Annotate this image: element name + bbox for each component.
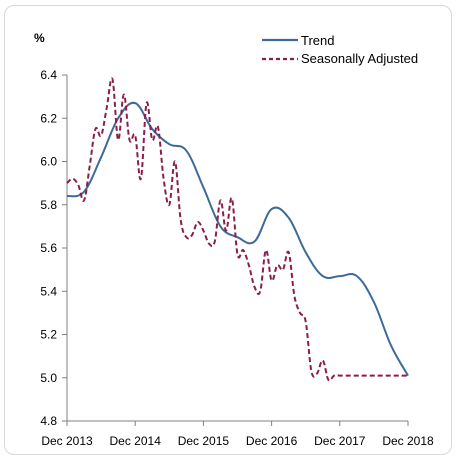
y-tick-label: 5.4 (40, 284, 57, 298)
x-tick-label: Dec 2014 (110, 434, 162, 448)
chart-frame (4, 5, 452, 455)
y-tick-label: 5.0 (40, 371, 57, 385)
x-tick-label: Dec 2018 (382, 434, 434, 448)
x-tick-label: Dec 2015 (178, 434, 230, 448)
legend: Trend Seasonally Adjusted (262, 33, 418, 66)
y-tick-label: 6.2 (40, 111, 57, 125)
y-tick-label: 4.8 (40, 414, 57, 428)
y-tick-label: 5.8 (40, 198, 57, 212)
series-line-seasonally-adjusted (66, 77, 409, 382)
series-line-trend (66, 101, 409, 377)
y-tick-label: 6.4 (40, 68, 57, 82)
series-lines (66, 77, 409, 382)
x-tick-label: Dec 2016 (246, 434, 298, 448)
y-tick-label: 5.6 (40, 241, 57, 255)
legend-label-seasonally-adjusted: Seasonally Adjusted (301, 51, 418, 66)
x-tick-label: Dec 2013 (41, 434, 93, 448)
axes: 4.8 5.0 5.2 5.4 5.6 5.8 6.0 6.2 6.4 Dec 2013 Dec 2… (40, 68, 434, 448)
y-axis-unit-label: % (34, 31, 45, 45)
y-tick-label: 5.2 (40, 328, 57, 342)
y-tick-label: 6.0 (40, 155, 57, 169)
legend-label-trend: Trend (301, 33, 334, 48)
x-tick-label: Dec 2017 (314, 434, 366, 448)
